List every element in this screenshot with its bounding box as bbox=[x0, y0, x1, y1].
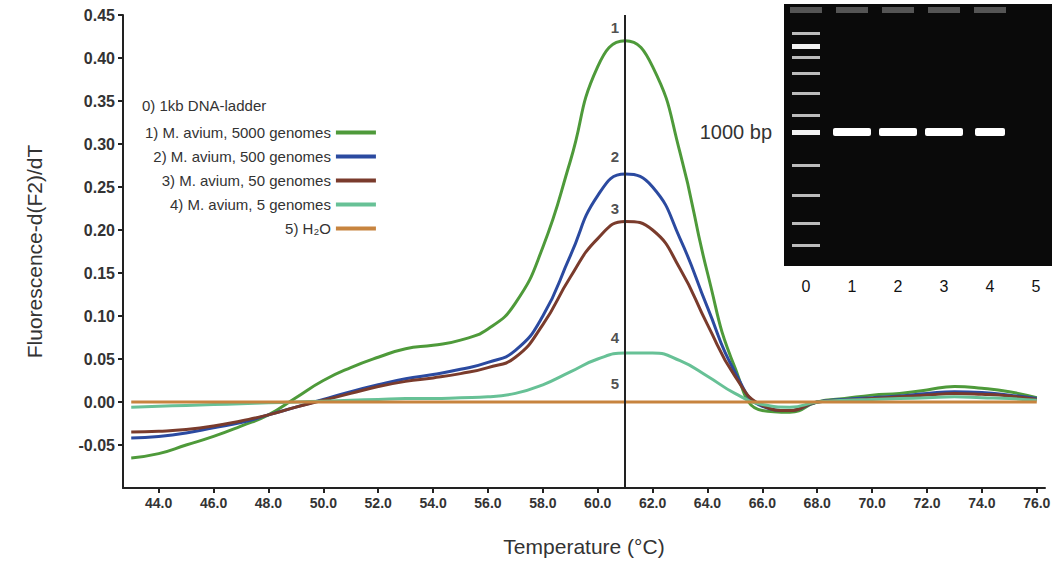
svg-text:62.0: 62.0 bbox=[639, 495, 666, 511]
svg-text:3: 3 bbox=[611, 200, 619, 217]
svg-text:1: 1 bbox=[611, 19, 619, 36]
svg-text:4: 4 bbox=[611, 329, 620, 346]
svg-text:4: 4 bbox=[986, 278, 995, 295]
svg-text:56.0: 56.0 bbox=[474, 495, 501, 511]
svg-text:0.35: 0.35 bbox=[84, 93, 115, 110]
svg-text:0.45: 0.45 bbox=[84, 7, 115, 24]
svg-text:1) M. avium, 5000 genomes: 1) M. avium, 5000 genomes bbox=[145, 124, 331, 141]
svg-text:0) 1kb DNA-ladder: 0) 1kb DNA-ladder bbox=[142, 97, 266, 114]
svg-text:3) M. avium, 50 genomes: 3) M. avium, 50 genomes bbox=[162, 172, 331, 189]
svg-text:2) M. avium, 500 genomes: 2) M. avium, 500 genomes bbox=[153, 148, 331, 165]
svg-text:Fluorescence-d(F2)/dT: Fluorescence-d(F2)/dT bbox=[23, 145, 46, 359]
svg-text:58.0: 58.0 bbox=[529, 495, 556, 511]
svg-text:74.0: 74.0 bbox=[968, 495, 995, 511]
svg-text:3: 3 bbox=[940, 278, 949, 295]
svg-text:72.0: 72.0 bbox=[913, 495, 940, 511]
svg-text:1: 1 bbox=[848, 278, 857, 295]
svg-text:70.0: 70.0 bbox=[859, 495, 886, 511]
svg-text:5: 5 bbox=[1032, 278, 1041, 295]
svg-text:0.05: 0.05 bbox=[84, 351, 115, 368]
svg-text:0.25: 0.25 bbox=[84, 179, 115, 196]
svg-text:48.0: 48.0 bbox=[255, 495, 282, 511]
svg-text:64.0: 64.0 bbox=[694, 495, 721, 511]
svg-text:0.30: 0.30 bbox=[84, 136, 115, 153]
svg-text:44.0: 44.0 bbox=[145, 495, 172, 511]
svg-text:5: 5 bbox=[611, 375, 619, 392]
svg-text:0.15: 0.15 bbox=[84, 265, 115, 282]
svg-text:0.10: 0.10 bbox=[84, 308, 115, 325]
svg-text:0: 0 bbox=[802, 278, 811, 295]
svg-text:46.0: 46.0 bbox=[200, 495, 227, 511]
svg-text:2: 2 bbox=[894, 278, 903, 295]
svg-text:50.0: 50.0 bbox=[310, 495, 337, 511]
svg-text:1000 bp: 1000 bp bbox=[700, 121, 772, 143]
svg-text:54.0: 54.0 bbox=[419, 495, 446, 511]
svg-text:-0.05: -0.05 bbox=[79, 437, 116, 454]
svg-text:76.0: 76.0 bbox=[1023, 495, 1050, 511]
svg-text:60.0: 60.0 bbox=[584, 495, 611, 511]
svg-text:2: 2 bbox=[611, 148, 619, 165]
svg-text:68.0: 68.0 bbox=[804, 495, 831, 511]
svg-text:0.20: 0.20 bbox=[84, 222, 115, 239]
svg-text:0.40: 0.40 bbox=[84, 50, 115, 67]
svg-text:4) M. avium, 5 genomes: 4) M. avium, 5 genomes bbox=[170, 196, 331, 213]
svg-text:66.0: 66.0 bbox=[749, 495, 776, 511]
svg-text:Temperature (°C): Temperature (°C) bbox=[503, 535, 664, 558]
svg-text:0.00: 0.00 bbox=[84, 394, 115, 411]
svg-text:52.0: 52.0 bbox=[365, 495, 392, 511]
svg-text:5) H₂O: 5) H₂O bbox=[285, 220, 331, 237]
